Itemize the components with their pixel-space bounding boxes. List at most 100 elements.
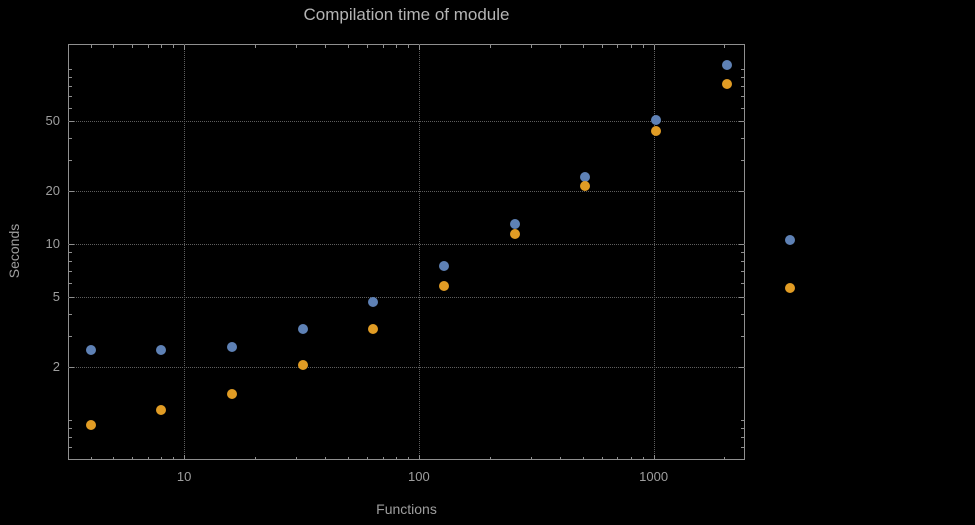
tick-mark	[382, 45, 384, 48]
tick-mark	[408, 45, 410, 48]
tick-mark	[741, 160, 744, 162]
tick-mark	[161, 45, 163, 48]
tick-mark	[296, 457, 298, 460]
data-point-orange	[721, 78, 732, 89]
tick-mark	[739, 121, 744, 123]
tick-mark	[741, 68, 744, 70]
tick-mark	[147, 45, 149, 48]
gridline-vertical	[184, 44, 186, 460]
tick-mark	[69, 427, 72, 429]
tick-mark	[530, 45, 532, 48]
tick-mark	[69, 191, 74, 193]
gridline-horizontal	[68, 297, 745, 299]
tick-mark	[254, 45, 256, 48]
gridline-horizontal	[68, 121, 745, 123]
tick-mark	[741, 458, 744, 460]
tick-mark	[741, 252, 744, 254]
data-point-orange	[439, 280, 450, 291]
tick-mark	[366, 457, 368, 460]
data-point-orange	[509, 228, 520, 239]
tick-mark	[489, 45, 491, 48]
data-point-orange	[368, 323, 379, 334]
tick-mark	[173, 457, 175, 460]
data-point-blue	[721, 59, 732, 70]
tick-mark	[69, 366, 74, 368]
data-point-blue	[85, 344, 96, 355]
tick-mark	[741, 427, 744, 429]
data-point-blue	[509, 219, 520, 230]
tick-mark	[69, 252, 72, 254]
tick-mark	[653, 45, 655, 50]
tick-mark	[582, 45, 584, 48]
tick-mark	[69, 297, 74, 299]
tick-mark	[741, 271, 744, 273]
gridline-vertical	[653, 44, 655, 460]
tick-mark	[69, 335, 72, 337]
y-tick-label: 20	[45, 183, 60, 199]
tick-mark	[325, 457, 327, 460]
tick-mark	[184, 45, 186, 50]
data-point-blue	[580, 172, 591, 183]
tick-mark	[69, 107, 72, 109]
data-point-orange	[227, 389, 238, 400]
tick-mark	[69, 283, 72, 285]
tick-mark	[630, 457, 632, 460]
gridline-vertical	[418, 44, 420, 460]
tick-mark	[69, 458, 72, 460]
data-point-blue	[368, 296, 379, 307]
tick-mark	[113, 457, 115, 460]
data-point-blue	[651, 114, 662, 125]
tick-mark	[69, 244, 74, 246]
tick-mark	[132, 457, 134, 460]
data-point-orange	[85, 420, 96, 431]
tick-mark	[69, 314, 72, 316]
tick-mark	[90, 45, 92, 48]
tick-mark	[739, 297, 744, 299]
tick-mark	[489, 457, 491, 460]
tick-mark	[617, 457, 619, 460]
tick-mark	[418, 45, 420, 50]
legend-marker-orange	[785, 283, 795, 293]
tick-mark	[582, 457, 584, 460]
tick-mark	[418, 455, 420, 460]
gridline-horizontal	[68, 244, 745, 246]
tick-mark	[741, 314, 744, 316]
tick-mark	[147, 457, 149, 460]
tick-mark	[601, 457, 603, 460]
tick-mark	[741, 419, 744, 421]
tick-mark	[739, 191, 744, 193]
x-tick-label: 100	[408, 469, 430, 484]
gridline-horizontal	[68, 191, 745, 193]
tick-mark	[69, 419, 72, 421]
tick-mark	[296, 45, 298, 48]
tick-mark	[530, 457, 532, 460]
tick-mark	[560, 45, 562, 48]
tick-mark	[69, 76, 72, 78]
x-tick-label: 10	[176, 469, 192, 484]
tick-mark	[741, 261, 744, 263]
tick-mark	[741, 335, 744, 337]
tick-mark	[741, 283, 744, 285]
data-point-blue	[439, 261, 450, 272]
tick-mark	[739, 366, 744, 368]
tick-mark	[69, 138, 72, 140]
tick-mark	[741, 107, 744, 109]
tick-mark	[396, 457, 398, 460]
data-point-orange	[297, 360, 308, 371]
tick-mark	[653, 455, 655, 460]
tick-mark	[69, 95, 72, 97]
tick-mark	[642, 45, 644, 48]
tick-mark	[741, 95, 744, 97]
y-tick-label: 2	[52, 358, 60, 374]
tick-mark	[69, 68, 72, 70]
tick-mark	[741, 138, 744, 140]
tick-mark	[724, 45, 726, 48]
y-tick-label: 5	[52, 289, 60, 305]
data-point-orange	[651, 126, 662, 137]
tick-mark	[254, 457, 256, 460]
y-tick-label: 50	[45, 113, 60, 129]
tick-mark	[132, 45, 134, 48]
tick-mark	[69, 160, 72, 162]
tick-mark	[408, 457, 410, 460]
